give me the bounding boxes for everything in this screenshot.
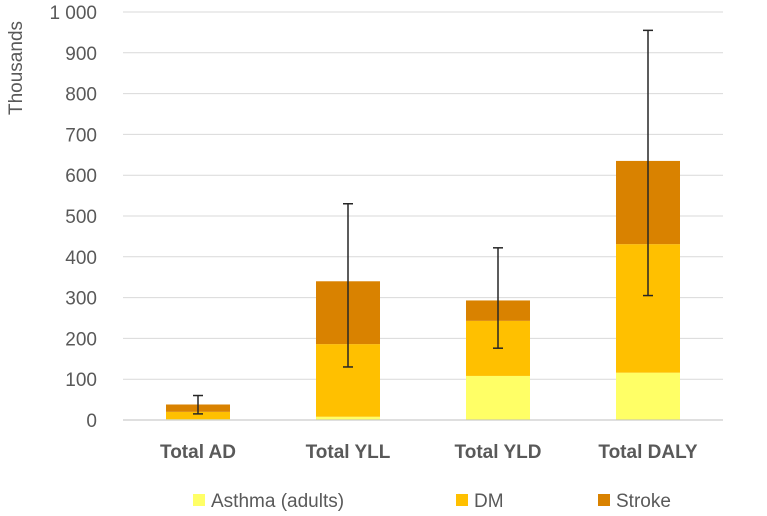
error-bar — [343, 203, 353, 368]
y-tick-label: 700 — [65, 125, 97, 146]
y-tick-label: 400 — [65, 248, 97, 269]
legend-swatch — [193, 494, 205, 506]
legend-label: Asthma (adults) — [211, 491, 344, 512]
error-bar — [493, 247, 503, 349]
x-category-label: Total YLL — [306, 442, 391, 463]
legend-swatch — [598, 494, 610, 506]
legend: Asthma (adults) DM Stroke — [193, 491, 671, 512]
y-tick-label: 600 — [65, 166, 97, 187]
bar-segment — [466, 375, 530, 420]
legend-item: Asthma (adults) — [193, 491, 344, 512]
legend-swatch — [456, 494, 468, 506]
legend-item: DM — [456, 491, 504, 512]
y-axis-title: Thousands — [6, 21, 27, 115]
y-tick-label: 900 — [65, 44, 97, 65]
error-bar — [193, 394, 203, 415]
y-tick-label: 800 — [65, 85, 97, 106]
x-category-label: Total AD — [160, 442, 236, 463]
bar-segment — [616, 372, 680, 420]
y-tick-label: 500 — [65, 207, 97, 228]
y-tick-label: 1 000 — [49, 3, 97, 24]
legend-label: Stroke — [616, 491, 671, 512]
bar-segment — [166, 411, 230, 420]
error-bars — [193, 29, 653, 415]
gridlines — [123, 11, 723, 380]
x-axis-categories: Total AD Total YLL Total YLD Total DALY — [160, 442, 698, 463]
y-tick-label: 200 — [65, 329, 97, 350]
x-category-label: Total YLD — [455, 442, 542, 463]
y-tick-label: 300 — [65, 289, 97, 310]
y-tick-label: 100 — [65, 370, 97, 391]
legend-item: Stroke — [598, 491, 671, 512]
y-tick-label: 0 — [86, 411, 97, 432]
y-axis-ticks: 0 100 200 300 400 500 600 700 800 900 1 000 — [49, 3, 97, 432]
bar-segment — [316, 416, 380, 420]
x-category-label: Total DALY — [598, 442, 698, 463]
legend-label: DM — [474, 491, 504, 512]
error-bar — [643, 29, 653, 297]
bars — [166, 160, 680, 420]
